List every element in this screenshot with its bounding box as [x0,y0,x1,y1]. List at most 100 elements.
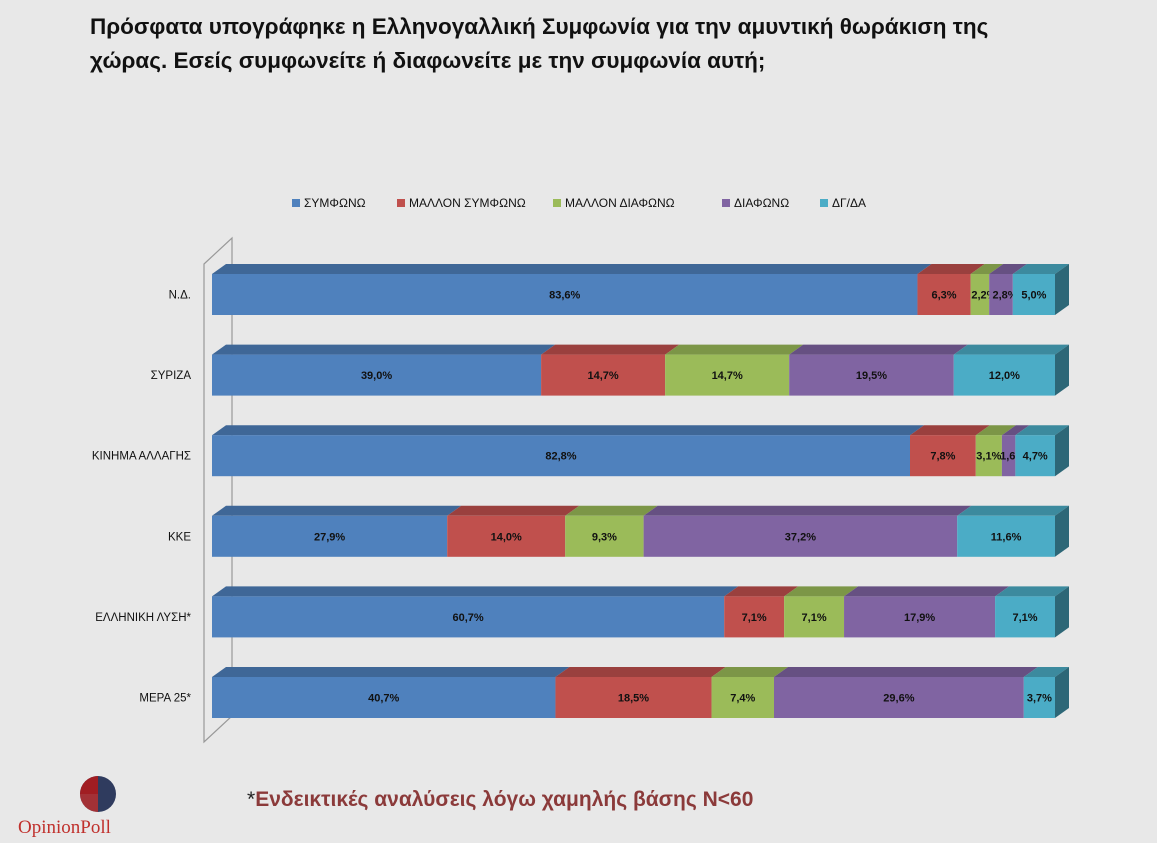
bar-top [957,505,1069,516]
footnote-text: Ενδεικτικές αναλύσεις λόγω χαμηλής βάσης… [255,788,754,811]
bar-segment [970,274,990,315]
logo-text: OpinionPoll [18,817,111,838]
data-label: 3,7% [1027,693,1052,705]
bar-top [844,586,1010,597]
bar-segment [975,435,1002,477]
bar-top [212,344,556,355]
bar-top [665,344,804,355]
category-label: ΣΥΡΙΖΑ [151,370,192,382]
category-label: ΚΙΝΗΜΑ ΑΛΛΑΓΗΣ [92,451,191,463]
bar-segment [774,677,1024,718]
bar-segment [957,515,1055,557]
bar-side [1055,667,1069,718]
bar-side [1055,264,1069,315]
legend-swatch [820,198,828,207]
legend-item: ΜΑΛΛΟΝ ΔΙΑΦΩΝΩ [553,196,675,210]
bar-segment [212,274,918,315]
legend-label: ΜΑΛΛΟΝ ΣΥΜΦΩΝΩ [409,196,526,210]
data-label: 4,7% [1023,451,1048,463]
bar-segment [643,515,958,557]
bar-top [212,505,462,516]
data-label: 82,8% [545,451,576,463]
bar-top [541,344,680,355]
bar-segment [1023,677,1055,718]
data-label: 3,1% [976,451,1001,463]
bar-segment [212,354,542,396]
bar-top [643,505,972,516]
data-label: 7,1% [742,612,767,624]
data-label: 40,7% [368,693,399,705]
bar-segment [555,677,712,718]
legend-item: ΣΥΜΦΩΝΩ [292,196,366,210]
chart-title: Πρόσφατα υπογράφηκε η Ελληνογαλλική Συμφ… [90,14,989,73]
data-label: 7,1% [802,612,827,624]
bar-segment [1001,435,1016,477]
bar-segment [953,354,1055,396]
legend-label: ΔΓ/ΔΑ [832,196,866,210]
legend-label: ΔΙΑΦΩΝΩ [734,196,790,210]
bar-top [711,667,788,677]
data-label: 9,3% [592,531,617,543]
bar-segment [541,354,666,396]
category-label: ΚΚΕ [168,531,191,543]
bar-segment [665,354,790,396]
opinionpoll-logo: OpinionPoll [18,775,148,841]
bar-segment [989,274,1013,315]
bar-segment [212,596,725,638]
bar-top [1015,425,1069,436]
bar-top [970,264,1004,274]
data-label: 6,3% [931,290,956,302]
bar-segment [1015,435,1055,477]
legend-item: ΜΑΛΛΟΝ ΣΥΜΦΩΝΩ [397,196,526,210]
legend-swatch [722,198,730,207]
data-label: 7,8% [930,451,955,463]
bar-top [565,505,658,516]
bar-segment [724,596,785,638]
data-label: 14,7% [588,370,619,382]
bar-top [212,425,925,436]
data-label: 5,0% [1021,290,1046,302]
bar-top [910,425,990,436]
legend-swatch [553,198,561,207]
data-label: 39,0% [361,370,392,382]
bar-segment [1012,274,1055,315]
legend-item: ΔΙΑΦΩΝΩ [722,196,789,210]
bar-segment [212,677,556,718]
category-label: ΕΛΛΗΝΙΚΗ ΛΥΣΗ* [95,612,191,624]
bar-side [1055,425,1069,477]
bar-top [1012,264,1069,274]
bar-top [774,667,1038,677]
bar-top [212,667,570,677]
data-label: 19,5% [856,370,887,382]
legend-item: ΔΓ/ΔΑ [820,196,866,210]
bar-top [212,586,739,597]
bar-top [995,586,1069,597]
bar-segment [784,596,845,638]
data-label: 18,5% [618,693,649,705]
bar-segment [789,354,954,396]
data-label: 17,9% [904,612,935,624]
bar-segment [711,677,774,718]
bar-top [953,344,1069,355]
bar-top [555,667,726,677]
data-label: 29,6% [883,693,914,705]
bar-top [1001,425,1030,436]
bar-segment [917,274,971,315]
logo-mark [80,776,116,812]
legend-label: ΜΑΛΛΟΝ ΔΙΑΦΩΝΩ [565,196,675,210]
bar-top [975,425,1016,436]
data-label: 12,0% [989,370,1020,382]
category-label: Ν.Δ. [169,290,191,302]
bar-side [1055,344,1069,396]
data-label: 7,1% [1013,612,1038,624]
bar-segment [910,435,976,477]
chart-legend: ΣΥΜΦΩΝΩ ΜΑΛΛΟΝ ΣΥΜΦΩΝΩ ΜΑΛΛΟΝ ΔΙΑΦΩΝΩ ΔΙΑΦΩ… [0,196,1157,216]
bar-top [989,264,1027,274]
bar-top [789,344,968,355]
bar-top [447,505,580,516]
footnote: *Ενδεικτικές αναλύσεις λόγω χαμηλής βάση… [247,788,753,812]
bar-segment [995,596,1055,638]
legend-swatch [292,198,300,207]
bar-segment [447,515,566,557]
